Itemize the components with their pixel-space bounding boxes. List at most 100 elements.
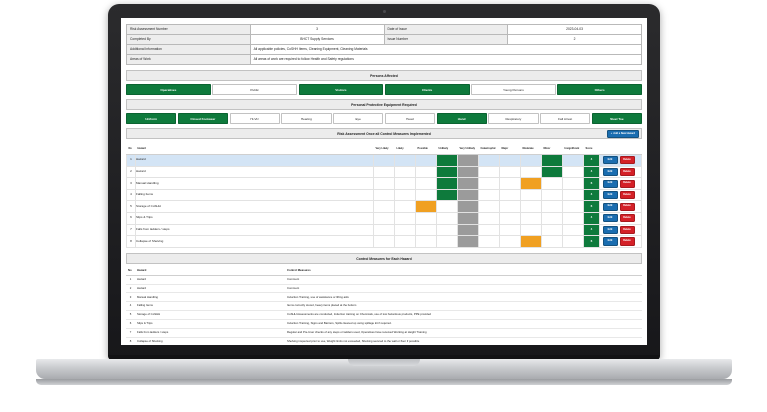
- matrix-cell[interactable]: [478, 165, 500, 179]
- matrix-cell[interactable]: [373, 188, 395, 202]
- matrix-cell[interactable]: [478, 154, 500, 167]
- matrix-cell[interactable]: [520, 223, 542, 237]
- matrix-cell[interactable]: [415, 223, 437, 237]
- matrix-cell[interactable]: [373, 223, 395, 237]
- matrix-cell-grey[interactable]: [457, 154, 479, 167]
- matrix-cell[interactable]: [520, 200, 542, 214]
- table-row[interactable]: 4 Falling Items 4 Edit Delete: [126, 188, 642, 202]
- matrix-cell-grey[interactable]: [457, 165, 479, 179]
- matrix-cell-grey[interactable]: [457, 200, 479, 214]
- person-pill-clients[interactable]: Clients: [384, 83, 470, 95]
- matrix-cell-grey[interactable]: [457, 212, 479, 225]
- matrix-cell[interactable]: [415, 212, 437, 225]
- matrix-cell[interactable]: [562, 177, 584, 190]
- matrix-cell[interactable]: [541, 223, 563, 237]
- ppe-pill-closed-footwear[interactable]: Closed Footwear: [177, 112, 228, 124]
- edit-button[interactable]: Edit: [602, 167, 618, 176]
- delete-button[interactable]: Delete: [619, 179, 635, 188]
- matrix-cell-grey[interactable]: [457, 235, 479, 248]
- matrix-cell[interactable]: [520, 212, 542, 225]
- person-pill-young-persons[interactable]: Young Persons: [471, 83, 556, 95]
- matrix-cell[interactable]: [394, 154, 416, 167]
- matrix-cell[interactable]: [394, 223, 416, 237]
- delete-button[interactable]: Delete: [619, 191, 635, 200]
- ppe-pill-respiratory[interactable]: Respiratory: [488, 112, 539, 124]
- edit-button[interactable]: Edit: [602, 156, 618, 165]
- table-row[interactable]: 3 Manual Handling 6 Edit Delete: [126, 177, 642, 190]
- matrix-cell[interactable]: [562, 165, 584, 179]
- matrix-cell[interactable]: [394, 212, 416, 225]
- delete-button[interactable]: Delete: [619, 237, 635, 246]
- matrix-cell-grey[interactable]: [457, 188, 479, 202]
- matrix-cell[interactable]: [373, 200, 395, 214]
- matrix-cell-green[interactable]: [541, 165, 563, 179]
- edit-button[interactable]: Edit: [602, 202, 618, 211]
- matrix-cell-green[interactable]: [436, 165, 458, 179]
- matrix-cell[interactable]: [499, 200, 521, 214]
- matrix-cell[interactable]: [478, 188, 500, 202]
- matrix-cell[interactable]: [373, 154, 395, 167]
- add-new-hazard-button-top[interactable]: +Add a New Hazard: [606, 130, 639, 138]
- table-row[interactable]: 6 Slips & Trips 4 Edit Delete: [126, 212, 642, 225]
- matrix-cell[interactable]: [562, 212, 584, 225]
- matrix-cell-green[interactable]: [436, 188, 458, 202]
- matrix-cell[interactable]: [394, 188, 416, 202]
- matrix-cell[interactable]: [562, 235, 584, 248]
- matrix-cell-green[interactable]: [436, 154, 458, 167]
- matrix-cell-green[interactable]: [436, 177, 458, 190]
- delete-button[interactable]: Delete: [619, 214, 635, 223]
- ppe-pill-hand[interactable]: Hand: [436, 112, 487, 124]
- matrix-cell[interactable]: [478, 200, 500, 214]
- matrix-cell-grey[interactable]: [457, 223, 479, 237]
- matrix-cell[interactable]: [499, 188, 521, 202]
- delete-button[interactable]: Delete: [619, 225, 635, 234]
- matrix-cell-orange[interactable]: [415, 200, 437, 214]
- matrix-cell[interactable]: [499, 177, 521, 190]
- matrix-cell[interactable]: [415, 188, 437, 202]
- matrix-cell[interactable]: [499, 223, 521, 237]
- matrix-cell[interactable]: [478, 177, 500, 190]
- matrix-cell[interactable]: [436, 212, 458, 225]
- edit-button[interactable]: Edit: [602, 237, 618, 246]
- matrix-cell[interactable]: [436, 200, 458, 214]
- person-pill-public[interactable]: Public: [212, 83, 297, 95]
- matrix-cell[interactable]: [562, 188, 584, 202]
- matrix-cell[interactable]: [394, 200, 416, 214]
- matrix-cell[interactable]: [499, 235, 521, 248]
- edit-button[interactable]: Edit: [602, 225, 618, 234]
- delete-button[interactable]: Delete: [619, 156, 635, 165]
- matrix-cell[interactable]: [520, 165, 542, 179]
- table-row[interactable]: 1 Hazard 4 Edit Delete: [126, 154, 642, 167]
- person-pill-others[interactable]: Others: [557, 83, 642, 95]
- delete-button[interactable]: Delete: [619, 167, 635, 176]
- ppe-pill-steel-toe[interactable]: Steel Toe: [591, 112, 642, 124]
- matrix-cell[interactable]: [499, 165, 521, 179]
- delete-button[interactable]: Delete: [619, 202, 635, 211]
- ppe-pill-hearing[interactable]: Hearing: [281, 112, 332, 124]
- ppe-pill-eye[interactable]: Eye: [333, 112, 384, 124]
- matrix-cell[interactable]: [478, 212, 500, 225]
- matrix-cell[interactable]: [394, 165, 416, 179]
- matrix-cell[interactable]: [373, 165, 395, 179]
- matrix-cell[interactable]: [373, 212, 395, 225]
- matrix-cell[interactable]: [415, 165, 437, 179]
- matrix-cell[interactable]: [373, 235, 395, 248]
- matrix-cell-orange[interactable]: [520, 177, 542, 190]
- matrix-cell-orange[interactable]: [520, 235, 542, 248]
- ppe-pill-uniform[interactable]: Uniform: [126, 112, 177, 124]
- matrix-cell[interactable]: [415, 177, 437, 190]
- matrix-cell[interactable]: [520, 154, 542, 167]
- matrix-cell[interactable]: [499, 212, 521, 225]
- matrix-cell[interactable]: [436, 223, 458, 237]
- matrix-cell[interactable]: [478, 223, 500, 237]
- edit-button[interactable]: Edit: [602, 179, 618, 188]
- matrix-cell[interactable]: [415, 154, 437, 167]
- ppe-pill-head[interactable]: Head: [384, 112, 435, 124]
- matrix-cell[interactable]: [373, 177, 395, 190]
- edit-button[interactable]: Edit: [602, 191, 618, 200]
- matrix-cell[interactable]: [394, 235, 416, 248]
- matrix-cell[interactable]: [499, 154, 521, 167]
- matrix-cell[interactable]: [562, 200, 584, 214]
- table-row[interactable]: 2 Hazard 4 Edit Delete: [126, 165, 642, 179]
- matrix-cell-grey[interactable]: [457, 177, 479, 190]
